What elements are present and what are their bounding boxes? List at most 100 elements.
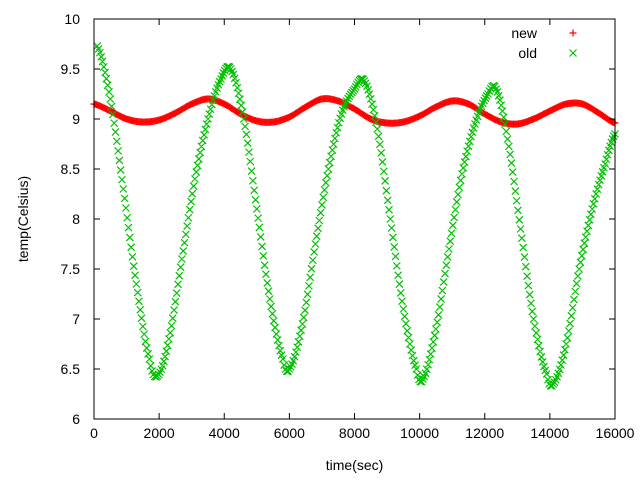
data-point <box>419 115 421 117</box>
data-point <box>461 173 463 175</box>
x-tick-label: 16000 <box>596 425 635 441</box>
data-point <box>301 323 303 325</box>
data-point <box>507 138 509 140</box>
data-point <box>126 118 128 120</box>
data-point <box>181 258 183 260</box>
data-point <box>158 119 160 121</box>
data-point <box>321 98 323 100</box>
data-point <box>288 116 290 118</box>
series-layer <box>90 42 619 390</box>
x-tick-label: 4000 <box>209 425 240 441</box>
data-point <box>256 208 258 210</box>
data-point <box>533 318 535 320</box>
data-point <box>305 106 307 108</box>
data-point <box>363 80 365 82</box>
data-point <box>135 283 137 285</box>
series-new-markers <box>90 95 619 128</box>
data-point <box>402 308 404 310</box>
data-point <box>269 298 271 300</box>
x-tick-label: 10000 <box>400 425 439 441</box>
x-tick-label: 12000 <box>465 425 504 441</box>
data-point <box>565 103 567 105</box>
data-point <box>314 243 316 245</box>
data-point <box>604 163 606 165</box>
data-point <box>451 100 453 102</box>
data-point <box>533 118 535 120</box>
x-tick-label: 6000 <box>274 425 305 441</box>
y-axis-label: temp(Celsius) <box>15 176 31 262</box>
data-point <box>415 368 417 370</box>
data-point <box>282 358 284 360</box>
data-point <box>168 338 170 340</box>
data-point <box>337 100 339 102</box>
x-tick-label: 14000 <box>530 425 569 441</box>
x-tick-label: 2000 <box>144 425 175 441</box>
legend-symbol-new <box>569 29 577 37</box>
data-point <box>487 93 489 95</box>
series-old <box>93 42 619 390</box>
y-tick-label: 10 <box>64 11 80 27</box>
data-point <box>156 375 158 377</box>
data-point <box>223 103 225 105</box>
data-point <box>549 110 551 112</box>
data-point <box>207 118 209 120</box>
data-point <box>484 113 486 115</box>
data-point <box>591 208 593 210</box>
data-point <box>243 118 245 120</box>
data-point <box>220 78 222 80</box>
y-tick-label: 8 <box>72 211 80 227</box>
y-tick-label: 8.5 <box>61 161 81 177</box>
data-point <box>422 378 424 380</box>
data-point <box>230 68 232 70</box>
data-point <box>288 368 290 370</box>
data-point <box>448 248 450 250</box>
data-point <box>194 178 196 180</box>
y-tick-label: 9.5 <box>61 61 81 77</box>
y-tick-label: 7 <box>72 311 80 327</box>
data-point <box>495 88 497 90</box>
data-point <box>96 45 98 47</box>
data-point <box>109 98 111 100</box>
data-point <box>474 123 476 125</box>
legend-label-old: old <box>518 45 537 61</box>
ticks-layer: 0 2000 4000 6000 8000 10000 12000 14000 16000 6 6.… <box>61 11 635 441</box>
data-point <box>354 88 355 90</box>
data-point <box>578 268 580 270</box>
data-point <box>402 121 404 123</box>
data-point <box>376 128 378 130</box>
data-point <box>256 120 258 122</box>
data-point <box>272 121 274 123</box>
data-point <box>340 113 342 115</box>
data-point <box>191 103 193 105</box>
x-tick-label: 0 <box>90 425 98 441</box>
y-tick-label: 6.5 <box>61 361 81 377</box>
legend: new old <box>511 25 577 61</box>
x-axis-label: time(sec) <box>326 457 384 473</box>
data-point <box>142 121 144 123</box>
x-tick-label: 8000 <box>339 425 370 441</box>
legend-label-new: new <box>511 25 538 41</box>
data-point <box>327 168 329 170</box>
data-point <box>435 328 437 330</box>
series-old-markers <box>93 42 619 390</box>
data-point <box>354 108 355 110</box>
data-point <box>581 103 583 105</box>
y-tick-label: 6 <box>72 411 80 427</box>
series-new <box>90 95 619 128</box>
y-tick-label: 9 <box>72 111 80 127</box>
data-point <box>467 103 469 105</box>
data-point <box>386 122 388 124</box>
data-point <box>148 358 150 360</box>
data-point <box>122 188 124 190</box>
legend-symbol-old <box>569 49 577 57</box>
data-point <box>516 123 518 125</box>
data-point <box>500 121 502 123</box>
data-point <box>435 106 437 108</box>
y-tick-label: 7.5 <box>61 261 81 277</box>
data-point <box>565 343 567 345</box>
data-point <box>389 218 391 220</box>
data-point <box>207 98 209 100</box>
data-point <box>552 383 554 385</box>
data-point <box>598 112 600 114</box>
